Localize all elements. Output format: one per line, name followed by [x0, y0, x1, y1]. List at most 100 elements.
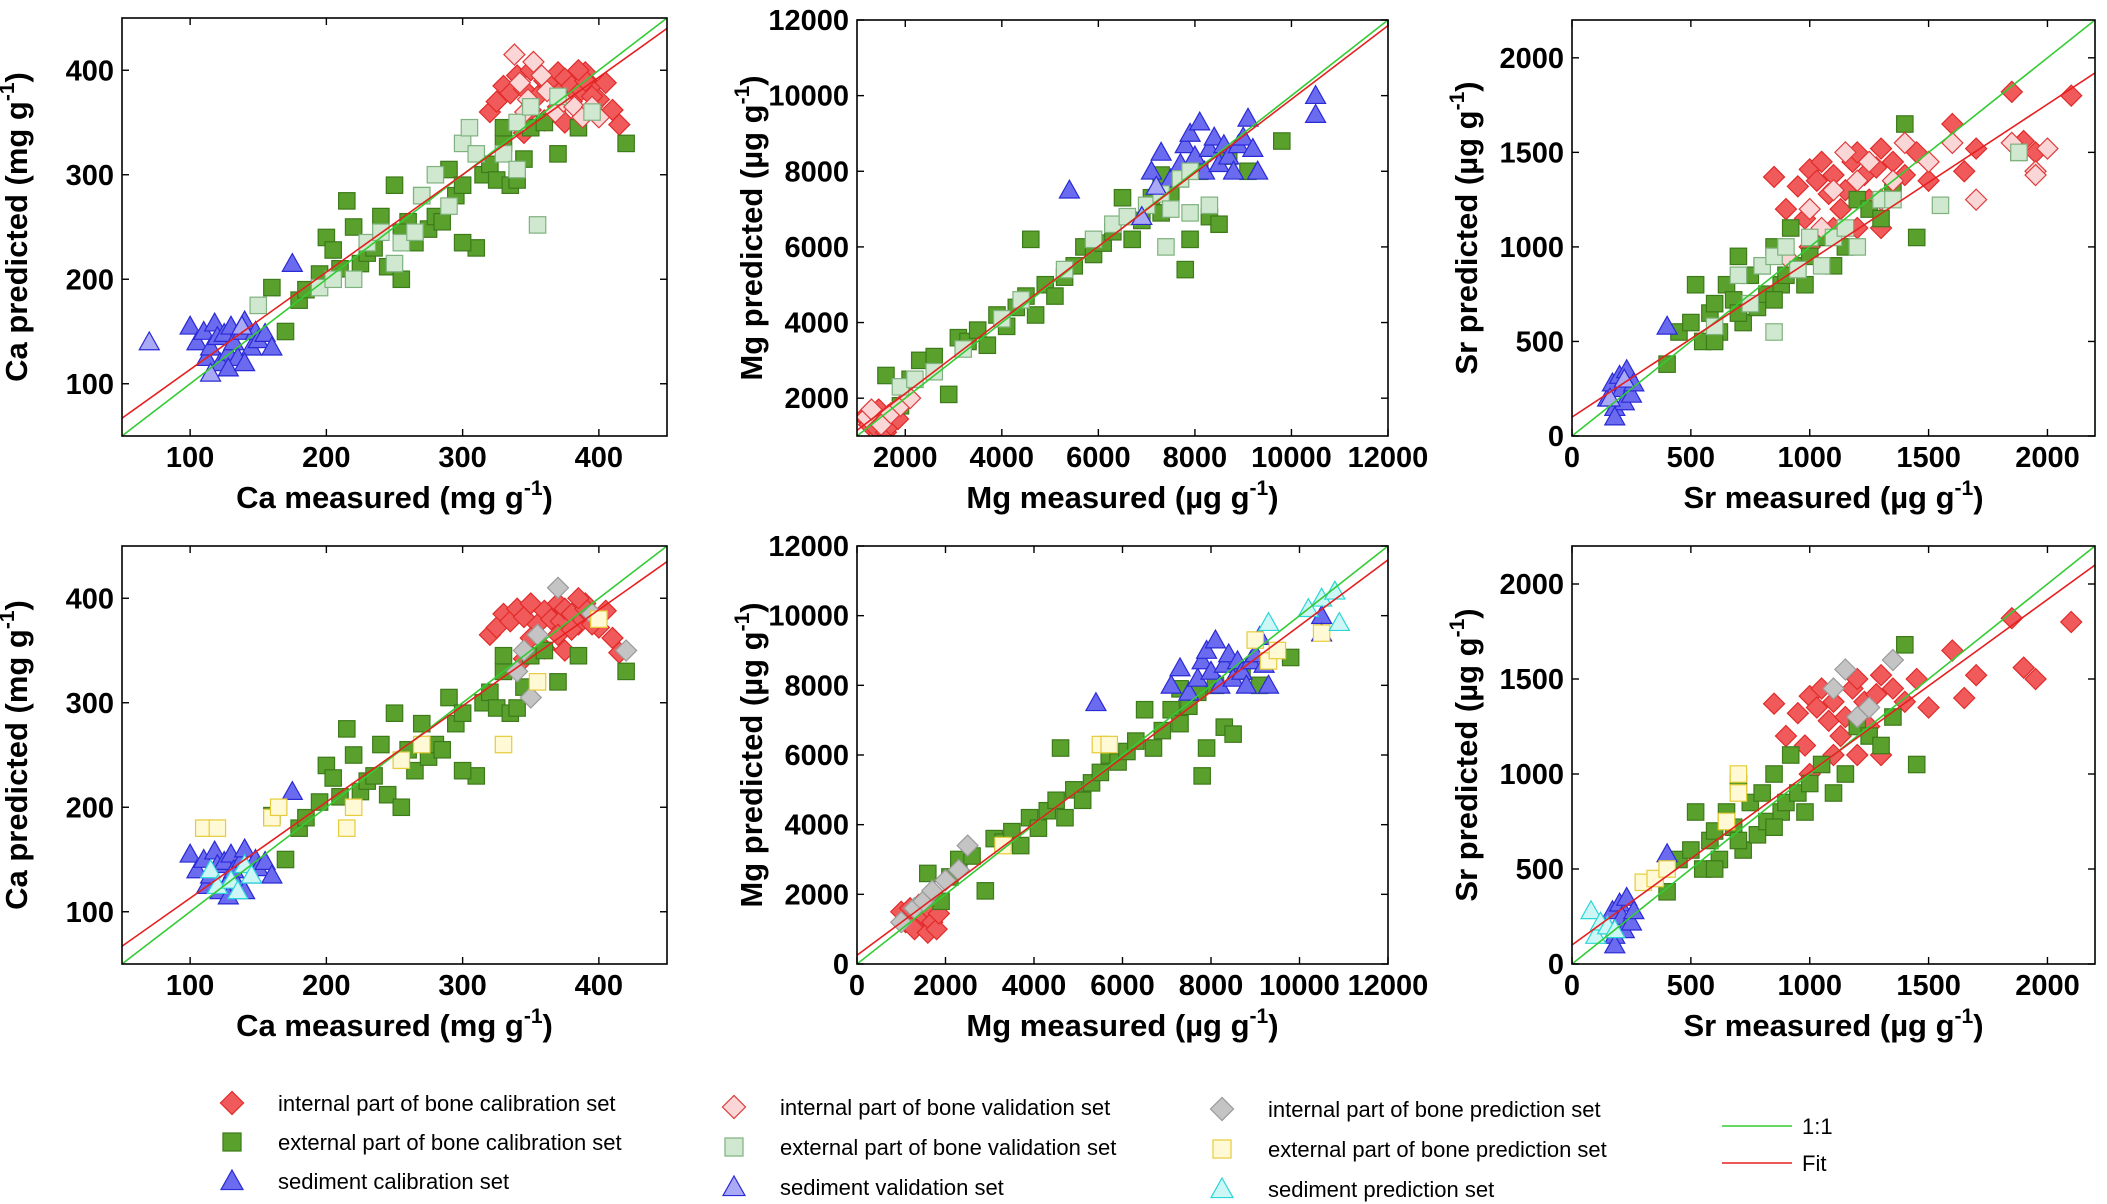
x-tick-label: 1500 [1896, 442, 1961, 474]
point-bone_ext_cal [1135, 700, 1154, 719]
point-bone_ext_cal [1781, 746, 1800, 764]
point-sed_cal [1246, 160, 1269, 180]
x-tick-label: 10000 [1259, 970, 1340, 1002]
point-sed_cal [1236, 107, 1260, 127]
point-bone_ext_cal [978, 336, 997, 355]
axes-frame [856, 19, 1389, 437]
point-bone_ext_cal [1073, 791, 1092, 810]
point-sed_cal [1058, 178, 1081, 199]
point-bone_ext_cal [918, 864, 937, 883]
point-bone_ext_cal [1705, 332, 1724, 351]
point-sed_cal [260, 335, 283, 356]
point-bone_int_pred [956, 834, 979, 857]
point-sed_cal [1084, 691, 1107, 712]
point-bone_ext_val [549, 87, 567, 106]
legend-label: internal part of bone validation set [780, 1095, 1110, 1120]
point-bone_ext_cal [324, 241, 342, 259]
point-bone_ext_cal [1658, 882, 1676, 901]
legend-marker-sed_pred [1209, 1176, 1235, 1199]
point-bone_int_val [1834, 141, 1857, 164]
legend-item-bone_int_cal: internal part of bone calibration set [219, 1090, 616, 1116]
x-tick-label: 100 [166, 970, 214, 1002]
line-fit [1572, 564, 2095, 946]
x-tick-label: 8000 [1179, 970, 1244, 1002]
point-bone_ext_pred [1312, 624, 1331, 642]
legend-marker-sed_cal [219, 1168, 245, 1191]
x-tick-label: 6000 [1090, 970, 1155, 1002]
point-bone_ext_pred [1729, 784, 1748, 802]
point-bone_ext_val [1705, 317, 1724, 336]
point-bone_int_cal [1805, 696, 1829, 719]
y-tick-label: 200 [66, 264, 114, 296]
x-tick-label: 1000 [1777, 442, 1842, 474]
legend-marker-bone_int_val [721, 1094, 747, 1120]
point-sed_cal [179, 843, 202, 863]
point-bone_ext_cal [925, 347, 944, 366]
point-bone_ext_pred [412, 735, 431, 754]
point-bone_ext_cal [338, 720, 356, 738]
point-sed_cal [219, 843, 243, 863]
point-bone_ext_cal [1197, 739, 1216, 757]
point-bone_ext_cal [1907, 228, 1926, 247]
point-bone_int_cal [485, 90, 509, 113]
point-bone_ext_cal [1824, 784, 1843, 802]
charts-layer: 100 200 300 400 100 200 300 400 Ca measured (mg … [0, 5, 2096, 1043]
chart-ca-prediction: 100 200 300 400 100 200 300 400 Ca measured (mg … [0, 545, 668, 1043]
line-fit [857, 559, 1388, 956]
point-bone_int_pred [1845, 705, 1869, 729]
y-tick-label: 8000 [784, 156, 849, 188]
point-sed_pred [1579, 899, 1603, 920]
y-tick-label: 12000 [768, 5, 849, 37]
x-tick-label: 200 [302, 442, 350, 474]
point-bone_ext_cal [453, 761, 472, 780]
point-sed_cal [1174, 133, 1197, 154]
y-tick-label: 2000 [784, 879, 849, 911]
point-sed_cal [281, 780, 304, 800]
x-tick-label: 1500 [1896, 970, 1961, 1002]
point-bone_ext_val [324, 270, 342, 289]
point-bone_ext_val [1800, 228, 1819, 247]
point-bone_ext_cal [378, 785, 397, 804]
point-bone_ext_cal [1765, 818, 1783, 836]
x-tick-label: 4000 [1002, 970, 1067, 1002]
point-sed_cal [1191, 649, 1214, 670]
point-sed_cal [1656, 315, 1679, 335]
point-bone_ext_val [508, 113, 526, 132]
point-bone_int_cal [567, 58, 590, 82]
y-tick-label: 400 [66, 55, 114, 87]
point-bone_ext_cal [1144, 739, 1163, 757]
point-sed_cal [260, 863, 283, 884]
x-tick-label: 0 [1564, 442, 1580, 474]
point-bone_ext_cal [276, 850, 295, 869]
point-bone_ext_pred [1268, 641, 1287, 660]
chart-sr-validation: 0 500 1000 1500 2000 0 500 1000 1500 2000 Sr measu… [1446, 19, 2096, 515]
legend-label: sediment validation set [780, 1175, 1004, 1200]
point-bone_ext_cal [508, 699, 526, 717]
point-bone_ext_val [460, 118, 479, 137]
point-bone_int_cal [1810, 150, 1833, 174]
point-bone_ext_cal [877, 366, 895, 385]
point-bone_ext_cal [433, 740, 451, 759]
point-bone_ext_cal [263, 278, 281, 297]
x-tick-label: 100 [166, 442, 214, 474]
point-sed_pred [1257, 611, 1280, 632]
point-sed_cal [179, 315, 202, 335]
point-bone_ext_cal [1872, 736, 1890, 755]
point-bone_ext_val [528, 216, 547, 234]
point-bone_int_val [1822, 178, 1845, 202]
point-sed_cal [1222, 160, 1245, 180]
point-sed_cal [1195, 639, 1218, 659]
point-sed_cal [1188, 110, 1211, 131]
point-bone_int_pred [614, 639, 638, 662]
point-bone_ext_val [440, 197, 458, 215]
point-bone_ext_cal [453, 233, 472, 252]
legend-item-sed_pred: sediment prediction set [1209, 1176, 1494, 1202]
point-bone_ext_cal [617, 134, 635, 153]
reference-lines [122, 546, 667, 964]
point-bone_ext_val [521, 98, 540, 116]
point-sed_cal [254, 850, 277, 870]
point-bone_int_pred [1881, 648, 1905, 672]
point-sed_pred [1328, 611, 1351, 632]
point-sed_pred [226, 879, 249, 900]
point-sed_cal [1179, 122, 1202, 142]
